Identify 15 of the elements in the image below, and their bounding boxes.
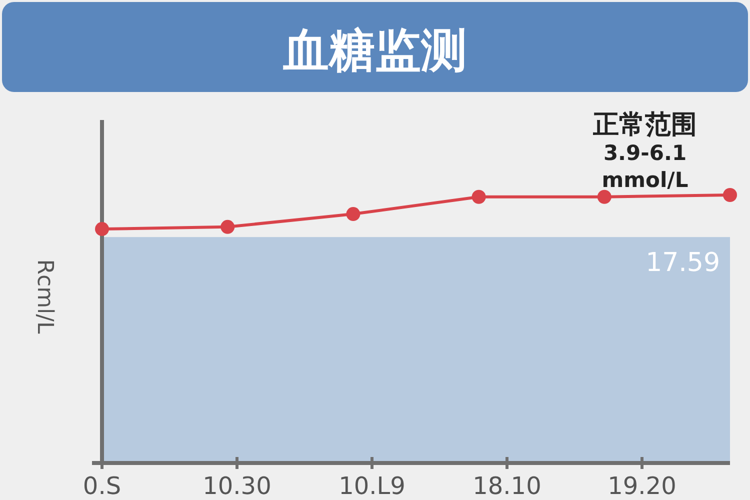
text: 10.L9	[338, 472, 406, 500]
text: 19.20	[608, 472, 676, 500]
chart-title: 血糖监测	[282, 23, 467, 77]
point	[472, 190, 486, 204]
text: 正常范围 3.9-6.1 mmol/L	[592, 110, 697, 192]
point	[597, 190, 612, 204]
point	[95, 222, 109, 236]
point	[346, 207, 360, 222]
point	[723, 188, 737, 202]
text: 18.10	[472, 472, 542, 500]
band-label: 17.59	[646, 248, 720, 278]
point	[220, 220, 235, 234]
text: 10.30	[202, 472, 272, 500]
text: 0.S	[82, 472, 122, 500]
y-axis-title: Rcml/L	[32, 259, 57, 335]
